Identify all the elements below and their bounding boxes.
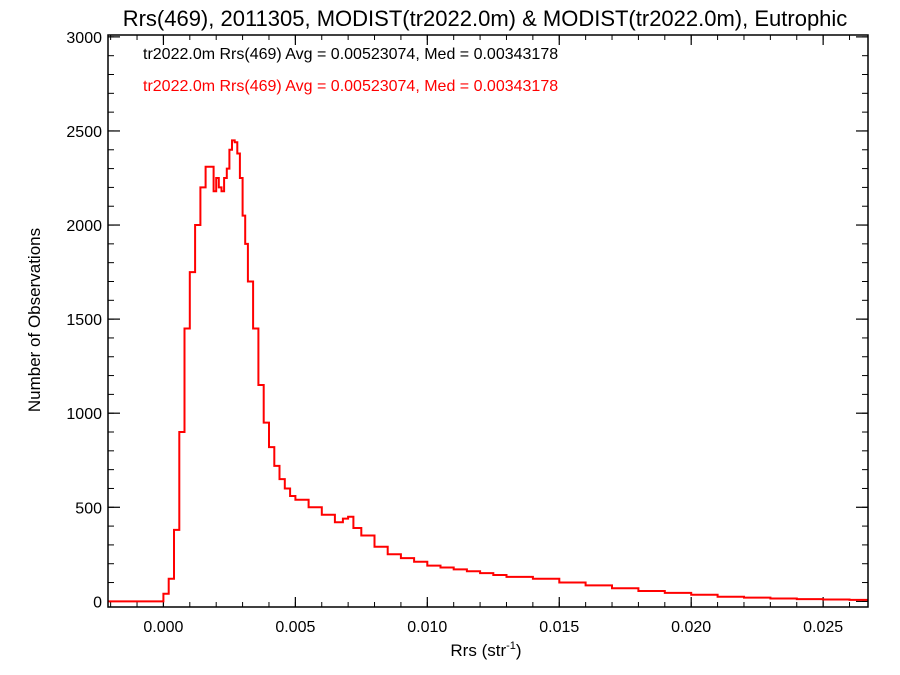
x-tick-label-2: 0.010 <box>407 619 447 636</box>
y-tick-label-3: 1500 <box>66 312 102 329</box>
x-axis-label: Rrs (str-1) <box>450 640 521 660</box>
x-axis-label-superscript: -1 <box>506 640 516 652</box>
x-tick-label-1: 0.005 <box>275 619 315 636</box>
y-tick-label-2: 1000 <box>66 406 102 423</box>
annotation-black: tr2022.0m Rrs(469) Avg = 0.00523074, Med… <box>143 46 558 63</box>
series-line-0 <box>108 139 868 603</box>
x-axis-label-base: Rrs (str <box>450 641 506 660</box>
series-layer <box>108 139 868 603</box>
x-tick-label-4: 0.020 <box>671 619 711 636</box>
y-tick-label-4: 2000 <box>66 218 102 235</box>
annotation-red: tr2022.0m Rrs(469) Avg = 0.00523074, Med… <box>143 78 558 95</box>
y-tick-label-6: 3000 <box>66 30 102 47</box>
x-tick-label-0: 0.000 <box>143 619 183 636</box>
y-tick-label-5: 2500 <box>66 124 102 141</box>
x-tick-label-3: 0.015 <box>539 619 579 636</box>
x-tick-label-5: 0.025 <box>803 619 843 636</box>
chart-title: Rrs(469), 2011305, MODIST(tr2022.0m) & M… <box>123 6 848 31</box>
y-tick-label-1: 500 <box>75 500 102 517</box>
plot-frame <box>107 34 869 608</box>
axis-ticks: 0.000 0.005 0.010 0.015 0.020 0.025 0 500 1000 15… <box>66 30 868 636</box>
x-axis-label-end: ) <box>516 641 522 660</box>
y-tick-label-0: 0 <box>93 594 102 611</box>
y-axis-label: Number of Observations <box>25 228 44 412</box>
